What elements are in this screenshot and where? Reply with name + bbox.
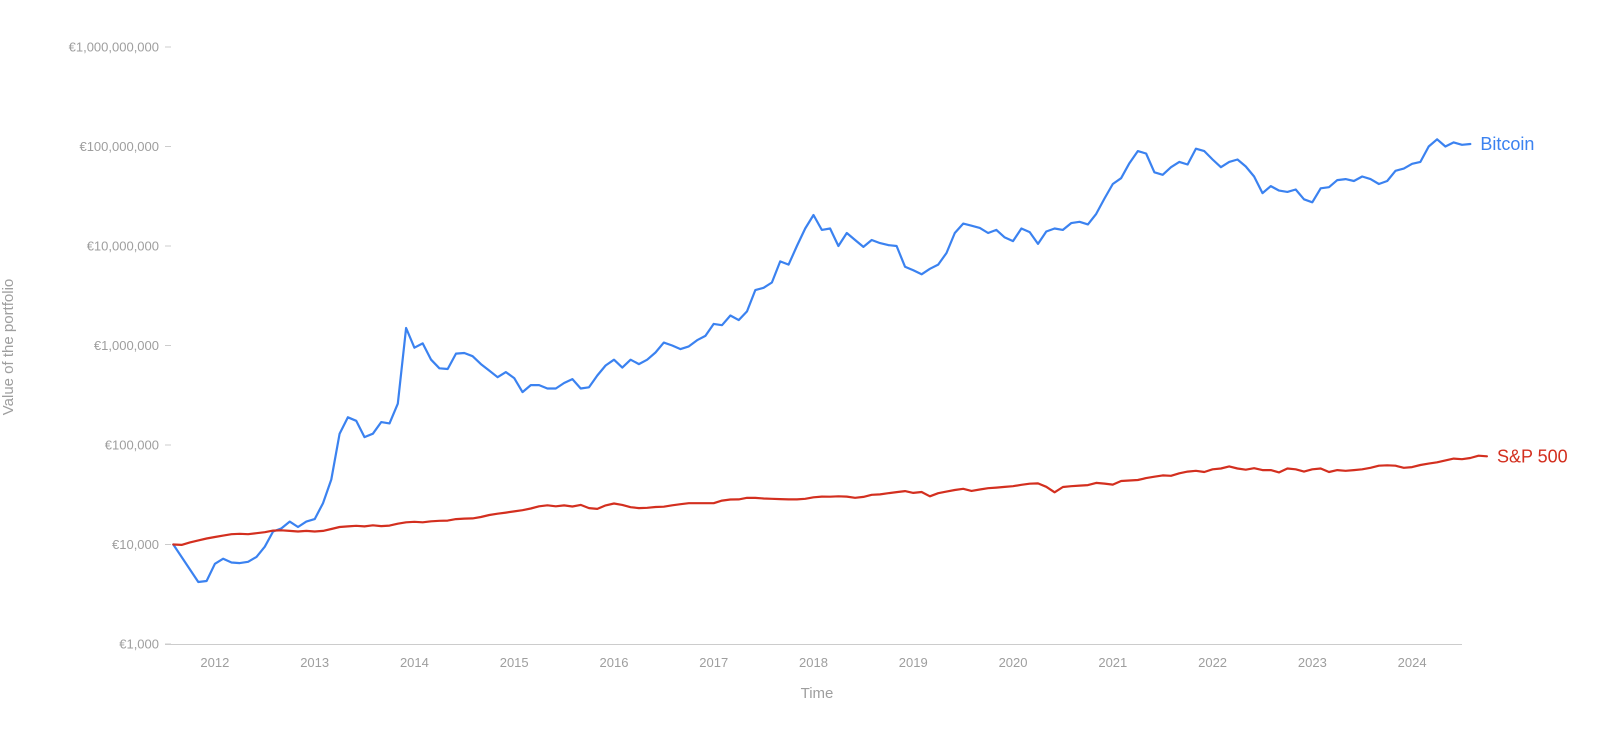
y-tick-label: €1,000,000 — [94, 338, 159, 353]
x-tick-label: 2015 — [500, 655, 529, 670]
y-axis: €1,000 €10,000 €100,000 €1,000,000 €10,000,0… — [69, 40, 171, 652]
x-axis: 2012 2013 2014 2015 2016 2017 2018 2019 2020 2021… — [165, 644, 1462, 670]
y-tick-label: €100,000,000 — [79, 139, 159, 154]
x-tick-label: 2017 — [699, 655, 728, 670]
x-tick-label: 2018 — [799, 655, 828, 670]
x-tick-label: 2019 — [899, 655, 928, 670]
y-tick-label: €1,000 — [119, 637, 159, 652]
bitcoin-series-label: Bitcoin — [1480, 134, 1534, 154]
x-tick-label: 2024 — [1398, 655, 1427, 670]
x-tick-label: 2014 — [400, 655, 429, 670]
y-tick-label: €1,000,000,000 — [69, 40, 159, 55]
x-tick-label: 2016 — [600, 655, 629, 670]
x-axis-title: Time — [801, 685, 834, 702]
x-tick-label: 2022 — [1198, 655, 1227, 670]
s-p-500-series-label: S&P 500 — [1497, 446, 1568, 466]
x-tick-label: 2012 — [200, 655, 229, 670]
y-tick-label: €10,000,000 — [87, 239, 159, 254]
x-tick-label: 2023 — [1298, 655, 1327, 670]
bitcoin-series-line — [172, 138, 1472, 584]
x-tick-label: 2021 — [1098, 655, 1127, 670]
x-tick-label: 2013 — [300, 655, 329, 670]
series-layer: Bitcoin S&P 500 — [172, 134, 1568, 584]
y-tick-label: €10,000 — [112, 537, 159, 552]
y-tick-label: €100,000 — [105, 438, 159, 453]
x-tick-label: 2020 — [999, 655, 1028, 670]
y-axis-title: Value of the portfolio — [0, 279, 17, 415]
s-p-500-series-line — [172, 454, 1489, 547]
